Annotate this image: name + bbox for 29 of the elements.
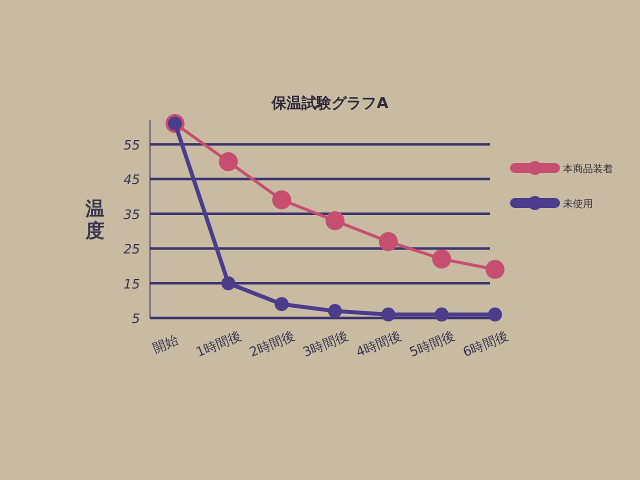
x-tick-label: 5時間後 bbox=[408, 328, 458, 361]
point bbox=[221, 276, 236, 290]
legend-label: 未使用 bbox=[563, 198, 593, 210]
chart-title: 保温試験グラフA bbox=[270, 94, 389, 112]
y-tick-label: 35 bbox=[123, 208, 140, 223]
x-tick-label: 4時間後 bbox=[354, 328, 404, 361]
y-tick-label: 55 bbox=[123, 138, 140, 154]
point bbox=[326, 211, 344, 230]
point bbox=[488, 308, 502, 322]
y-tick-label: 5 bbox=[132, 312, 140, 327]
point bbox=[274, 297, 289, 312]
point bbox=[432, 249, 452, 268]
y-tick-label: 45 bbox=[123, 173, 140, 188]
x-tick-label: 1時間後 bbox=[194, 328, 244, 361]
x-tick-label: 開始 bbox=[150, 332, 181, 357]
y-tick-label: 15 bbox=[123, 277, 140, 292]
x-tick-label: 3時間後 bbox=[300, 328, 350, 361]
y-tick-label: 25 bbox=[123, 242, 140, 258]
y-axis-title: 温度 bbox=[84, 198, 104, 242]
point bbox=[218, 152, 238, 172]
point bbox=[381, 308, 396, 322]
legend-label: 本商品装着 bbox=[563, 163, 613, 175]
point bbox=[272, 190, 292, 210]
point bbox=[486, 260, 504, 279]
point bbox=[378, 232, 398, 252]
point bbox=[434, 308, 449, 322]
x-tick-label: 6時間後 bbox=[460, 328, 510, 361]
x-tick-label: 2時間後 bbox=[248, 328, 298, 361]
point bbox=[328, 304, 342, 318]
